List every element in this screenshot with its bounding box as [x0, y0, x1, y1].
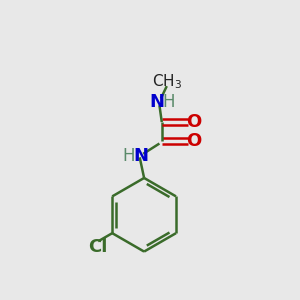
Text: Cl: Cl	[88, 238, 107, 256]
Text: N: N	[134, 147, 149, 165]
Text: O: O	[186, 132, 201, 150]
Text: H: H	[163, 93, 175, 111]
Text: CH$_3$: CH$_3$	[152, 73, 182, 91]
Text: O: O	[186, 113, 201, 131]
Text: N: N	[149, 93, 164, 111]
Text: H: H	[122, 147, 135, 165]
